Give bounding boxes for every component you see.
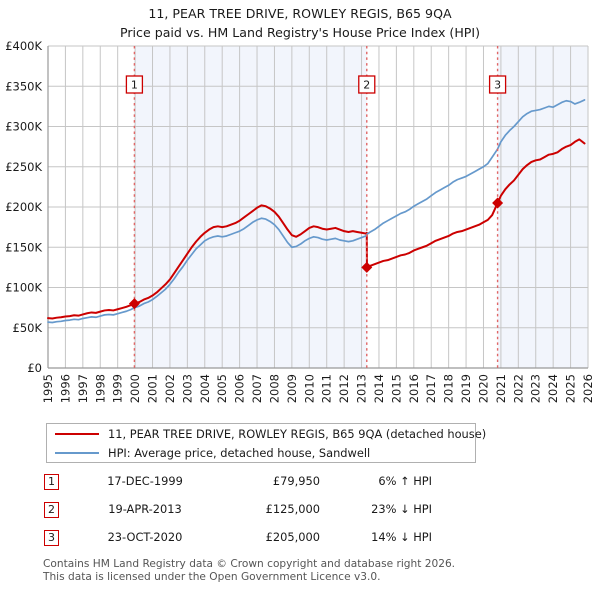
sale-hpi-delta-3: 14% ↓ HPI bbox=[371, 530, 432, 544]
sale-hpi-delta-2: 23% ↓ HPI bbox=[371, 502, 432, 516]
x-axis-tick-label: 2004 bbox=[198, 374, 212, 403]
x-axis-tick-label: 2019 bbox=[459, 374, 473, 403]
x-axis-tick-label: 2011 bbox=[320, 374, 334, 403]
x-axis-tick-label: 2016 bbox=[407, 374, 421, 403]
sale-marker-badge-box-1 bbox=[125, 75, 144, 94]
x-axis-tick-label: 2003 bbox=[180, 374, 194, 403]
page-title: 11, PEAR TREE DRIVE, ROWLEY REGIS, B65 9… bbox=[0, 4, 600, 42]
sale-date-1: 17-DEC-1999 bbox=[107, 474, 183, 488]
table-row: 1 17-DEC-1999 £79,950 6% ↑ HPI bbox=[44, 472, 464, 500]
x-axis-tick-label: 2020 bbox=[476, 374, 490, 403]
x-axis-tick-label: 2000 bbox=[128, 374, 142, 403]
x-axis-tick-label: 2018 bbox=[442, 374, 456, 403]
x-axis-tick-label: 2025 bbox=[564, 374, 578, 403]
x-axis-tick-label: 2014 bbox=[372, 374, 386, 403]
sale-marker-badge-label-3: 3 bbox=[494, 79, 501, 92]
legend-label-hpi: HPI: Average price, detached house, Sand… bbox=[108, 445, 371, 460]
legend-swatch-property bbox=[55, 432, 99, 435]
sale-price-1: £79,950 bbox=[272, 474, 320, 488]
title-line-1: 11, PEAR TREE DRIVE, ROWLEY REGIS, B65 9… bbox=[148, 6, 452, 21]
chart-legend: 11, PEAR TREE DRIVE, ROWLEY REGIS, B65 9… bbox=[46, 423, 486, 463]
footer-line-1: Contains HM Land Registry data © Crown c… bbox=[43, 558, 456, 570]
footer-line-2: This data is licensed under the Open Gov… bbox=[43, 570, 381, 583]
y-axis-tick-label: £350K bbox=[5, 79, 42, 93]
x-axis-tick-label: 2012 bbox=[337, 374, 351, 403]
sale-marker-badge-box-2 bbox=[358, 75, 376, 94]
x-axis-tick-label: 2001 bbox=[146, 374, 160, 403]
sale-marker-badge-1: 1 bbox=[44, 474, 59, 490]
series-line-property bbox=[47, 138, 586, 320]
sale-hpi-delta-1: 6% ↑ HPI bbox=[378, 474, 432, 488]
sale-marker-badge-label-2: 2 bbox=[363, 79, 370, 92]
attribution-footer: Contains HM Land Registry data © Crown c… bbox=[43, 558, 583, 583]
sale-marker-badge-label-1: 1 bbox=[131, 79, 138, 92]
x-axis-tick-label: 2024 bbox=[546, 374, 560, 403]
table-row: 2 19-APR-2013 £125,000 23% ↓ HPI bbox=[44, 500, 464, 528]
sale-marker-dot-2 bbox=[361, 261, 373, 273]
x-axis-tick-label: 2005 bbox=[215, 374, 229, 403]
legend-swatch-hpi bbox=[55, 451, 99, 454]
x-axis-tick-label: 2010 bbox=[302, 374, 316, 403]
x-axis-tick-label: 1998 bbox=[93, 374, 107, 403]
y-axis-tick-label: £200K bbox=[5, 200, 42, 214]
y-axis-tick-label: £100K bbox=[5, 281, 42, 295]
sale-date-2: 19-APR-2013 bbox=[108, 502, 182, 516]
sale-marker-badge-box-3 bbox=[488, 75, 507, 94]
chart-svg: £0 £50K £100K £150K £200K £250K £300K £350K £400… bbox=[5, 39, 595, 403]
x-axis-tick-label: 1995 bbox=[41, 374, 55, 403]
legend-item-property: 11, PEAR TREE DRIVE, ROWLEY REGIS, B65 9… bbox=[47, 424, 486, 443]
x-axis-tick-label: 2017 bbox=[424, 374, 438, 403]
x-axis-tick-label: 2007 bbox=[250, 374, 264, 403]
legend-label-property: 11, PEAR TREE DRIVE, ROWLEY REGIS, B65 9… bbox=[108, 426, 487, 441]
table-row: 3 23-OCT-2020 £205,000 14% ↓ HPI bbox=[44, 528, 464, 556]
x-axis-tick-label: 2006 bbox=[233, 374, 247, 403]
x-axis-tick-label: 2015 bbox=[389, 374, 403, 403]
series-line-hpi bbox=[47, 99, 586, 324]
x-axis-tick-label: 1996 bbox=[58, 374, 72, 403]
x-axis-tick-label: 2008 bbox=[267, 374, 281, 403]
sale-marker-dot-3 bbox=[492, 197, 504, 209]
y-axis-tick-label: £400K bbox=[5, 39, 42, 53]
x-axis-tick-label: 2002 bbox=[163, 374, 177, 403]
y-axis-tick-label: £0 bbox=[27, 361, 42, 375]
x-axis-tick-label: 2023 bbox=[529, 374, 543, 403]
y-axis-tick-label: £150K bbox=[5, 240, 42, 254]
sale-date-3: 23-OCT-2020 bbox=[107, 530, 183, 544]
sale-price-3: £205,000 bbox=[265, 530, 320, 544]
price-history-chart: £0 £50K £100K £150K £200K £250K £300K £350K £400… bbox=[5, 39, 595, 403]
x-axis-tick-label: 2009 bbox=[285, 374, 299, 403]
x-axis-tick-label: 1997 bbox=[76, 374, 90, 403]
sale-marker-badge-3: 3 bbox=[44, 530, 59, 546]
sale-marker-dot-1 bbox=[128, 298, 140, 310]
y-axis-tick-label: £250K bbox=[5, 160, 42, 174]
sales-table: 1 17-DEC-1999 £79,950 6% ↑ HPI 2 19-APR-… bbox=[44, 472, 464, 556]
legend-item-hpi: HPI: Average price, detached house, Sand… bbox=[47, 443, 475, 462]
y-axis-tick-label: £300K bbox=[5, 120, 42, 134]
y-axis-tick-label: £50K bbox=[13, 321, 43, 335]
sale-price-2: £125,000 bbox=[265, 502, 320, 516]
x-axis-tick-label: 2026 bbox=[581, 374, 595, 403]
x-axis-tick-label: 1999 bbox=[111, 374, 125, 403]
x-axis-tick-label: 2022 bbox=[511, 374, 525, 403]
title-line-2: Price paid vs. HM Land Registry's House … bbox=[119, 25, 481, 40]
x-axis-tick-label: 2021 bbox=[494, 374, 508, 403]
x-axis-tick-label: 2013 bbox=[355, 374, 369, 403]
sale-marker-badge-2: 2 bbox=[44, 502, 59, 518]
